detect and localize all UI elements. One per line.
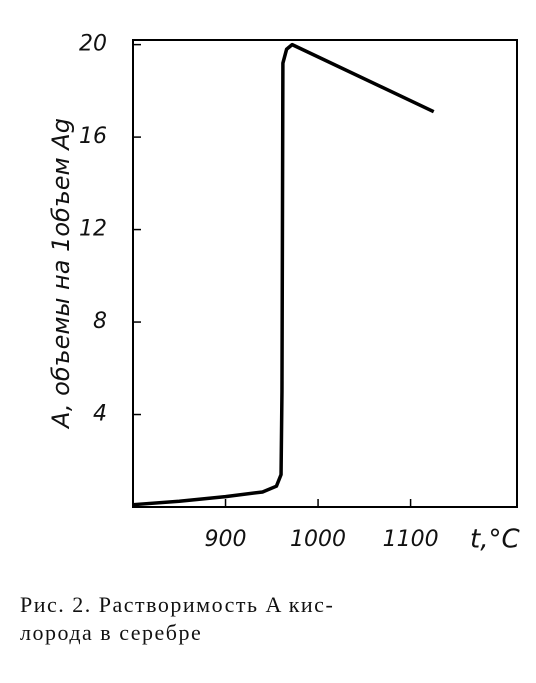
caption: лорода в серебре xyxy=(20,620,202,645)
data-line xyxy=(132,42,435,507)
y-tick-label: 12 xyxy=(79,217,107,242)
x-axis-label: t,°C xyxy=(470,525,520,555)
x-tick-label: 1000 xyxy=(290,527,346,552)
y-axis-label: A, объемы на 1объем Ag xyxy=(47,118,75,430)
y-tick-label: 20 xyxy=(79,32,107,57)
y-tick-label: 8 xyxy=(93,309,107,334)
y-tick-label: 16 xyxy=(79,124,107,149)
y-tick-label: 4 xyxy=(93,402,107,427)
plot-frame xyxy=(132,39,518,508)
x-tick-label: 900 xyxy=(205,527,247,552)
caption: Рис. 2. Растворимость A кис- xyxy=(20,592,334,617)
x-tick-label: 1100 xyxy=(383,527,439,552)
